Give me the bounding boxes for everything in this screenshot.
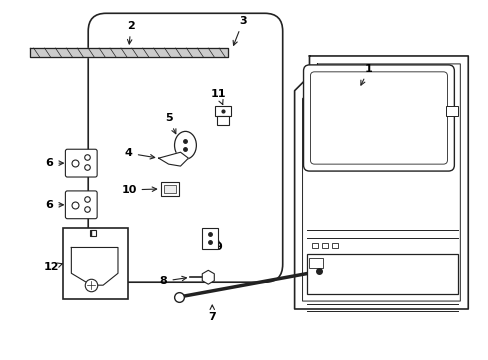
Text: 2: 2	[127, 21, 135, 44]
Text: 8: 8	[160, 276, 186, 286]
Polygon shape	[30, 48, 228, 57]
Ellipse shape	[174, 131, 196, 159]
FancyBboxPatch shape	[65, 149, 97, 177]
Bar	[163, 185, 175, 193]
FancyBboxPatch shape	[303, 65, 453, 171]
Text: 4: 4	[125, 148, 154, 159]
Bar	[306, 255, 457, 294]
Polygon shape	[158, 152, 188, 166]
Text: 12: 12	[43, 262, 62, 272]
Bar	[161, 182, 178, 196]
Bar	[63, 228, 128, 299]
Bar	[309, 258, 323, 268]
Bar	[332, 243, 338, 248]
Text: 9: 9	[214, 239, 222, 252]
Text: 1: 1	[360, 64, 372, 85]
Text: 5: 5	[164, 113, 176, 134]
Text: 10: 10	[121, 185, 156, 195]
Text: 6: 6	[45, 200, 63, 210]
Bar	[217, 116, 229, 125]
Bar	[322, 243, 327, 248]
Polygon shape	[71, 247, 118, 285]
Bar	[215, 105, 231, 116]
Text: 11: 11	[210, 89, 225, 104]
Bar	[202, 228, 218, 249]
Bar	[446, 105, 457, 116]
Text: 7: 7	[208, 305, 216, 322]
FancyBboxPatch shape	[65, 191, 97, 219]
FancyBboxPatch shape	[88, 13, 282, 282]
Text: 6: 6	[45, 158, 63, 168]
FancyBboxPatch shape	[310, 72, 447, 164]
Text: 3: 3	[233, 16, 246, 45]
Bar	[312, 243, 318, 248]
